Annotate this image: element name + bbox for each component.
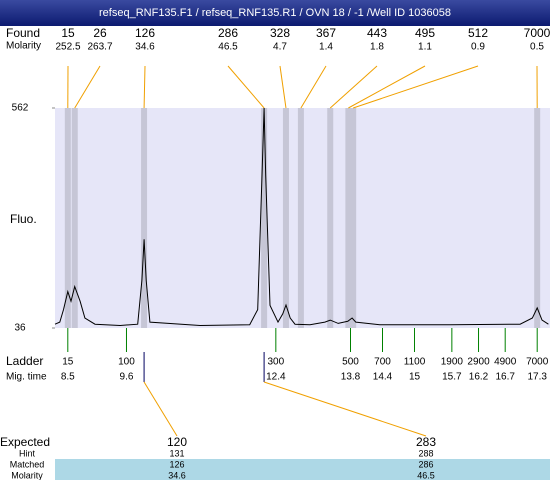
found-size: 26 [93,26,107,40]
found-band [141,108,148,328]
ladder-time: 17.3 [527,372,547,383]
found-molarity: 0.5 [530,42,544,53]
y-tick-label: 36 [14,323,26,334]
hint-value: 288 [418,448,433,458]
found-leader [353,65,479,109]
expected-leader [143,381,178,437]
found-leader [227,65,265,109]
expected-molarity: 34.6 [168,470,186,480]
matched-value: 126 [169,459,184,469]
matched-label: Matched [10,459,45,469]
found-leader [279,65,287,109]
found-band [261,108,268,328]
ladder-time: 15 [409,372,421,383]
found-band [64,108,71,328]
ladder-size: 500 [342,357,359,368]
found-molarity: 1.1 [418,42,432,53]
ladder-size: 7000 [526,357,549,368]
ladder-size: 700 [374,357,391,368]
ladder-time: 16.7 [495,372,515,383]
mig-time-label: Mig. time [6,372,47,383]
matched-value: 286 [418,459,433,469]
ladder-time: 16.2 [469,372,489,383]
found-leader [329,65,378,109]
found-size: 328 [270,26,290,40]
ladder-size: 15 [62,357,74,368]
ladder-time: 12.4 [266,372,286,383]
hint-value: 131 [169,448,184,458]
found-molarity: 46.5 [218,42,238,53]
ladder-time: 8.5 [61,372,75,383]
ladder-size: 1900 [441,357,464,368]
trace [54,107,549,327]
found-molarity: 1.4 [319,42,333,53]
ladder-time: 14.4 [373,372,393,383]
found-band [350,108,357,328]
found-leader [143,65,146,109]
found-band [327,108,334,328]
found-molarity: 4.7 [273,42,287,53]
expected-leader [263,381,427,437]
found-band [297,108,304,328]
ladder-size: 4900 [494,357,517,368]
ladder-size: 2900 [467,357,490,368]
found-size: 126 [135,26,155,40]
found-size: 367 [316,26,336,40]
matched-highlight [55,459,550,480]
found-size: 443 [367,26,387,40]
found-size: 495 [415,26,435,40]
ladder-size: 300 [267,357,284,368]
found-band [282,108,289,328]
ladder-size: 100 [118,357,135,368]
molarity-label: Molarity [6,41,41,52]
found-band [345,108,352,328]
expected-label: Expected [0,435,50,449]
ladder-time: 15.7 [442,372,462,383]
found-molarity: 34.6 [135,42,155,53]
y-tick-label: 562 [12,103,29,114]
ladder-label: Ladder [6,354,43,368]
found-size: 7000 [524,26,550,40]
found-molarity: 1.8 [370,42,384,53]
expected-molarity: 46.5 [417,470,435,480]
found-molarity: 252.5 [55,42,80,53]
hint-label: Hint [19,448,36,458]
found-size: 15 [61,26,75,40]
found-size: 286 [218,26,238,40]
found-band [534,108,541,328]
y-axis-label: Fluo. [10,212,37,226]
found-band [71,108,78,328]
title: refseq_RNF135.F1 / refseq_RNF135.R1 / OV… [99,7,451,19]
found-label: Found [6,26,40,40]
title-bar [0,0,550,26]
ladder-size: 1100 [404,357,426,368]
ladder-time: 9.6 [120,372,134,383]
found-molarity: 0.9 [471,42,485,53]
expected-size: 120 [167,435,187,449]
found-molarity: 263.7 [87,42,112,53]
found-leader [74,65,101,109]
found-leader [348,65,426,109]
ladder-time: 13.8 [341,372,361,383]
found-size: 512 [468,26,488,40]
found-leader [300,65,327,109]
expected-molarity-label: Molarity [11,470,43,480]
expected-size: 283 [416,435,436,449]
